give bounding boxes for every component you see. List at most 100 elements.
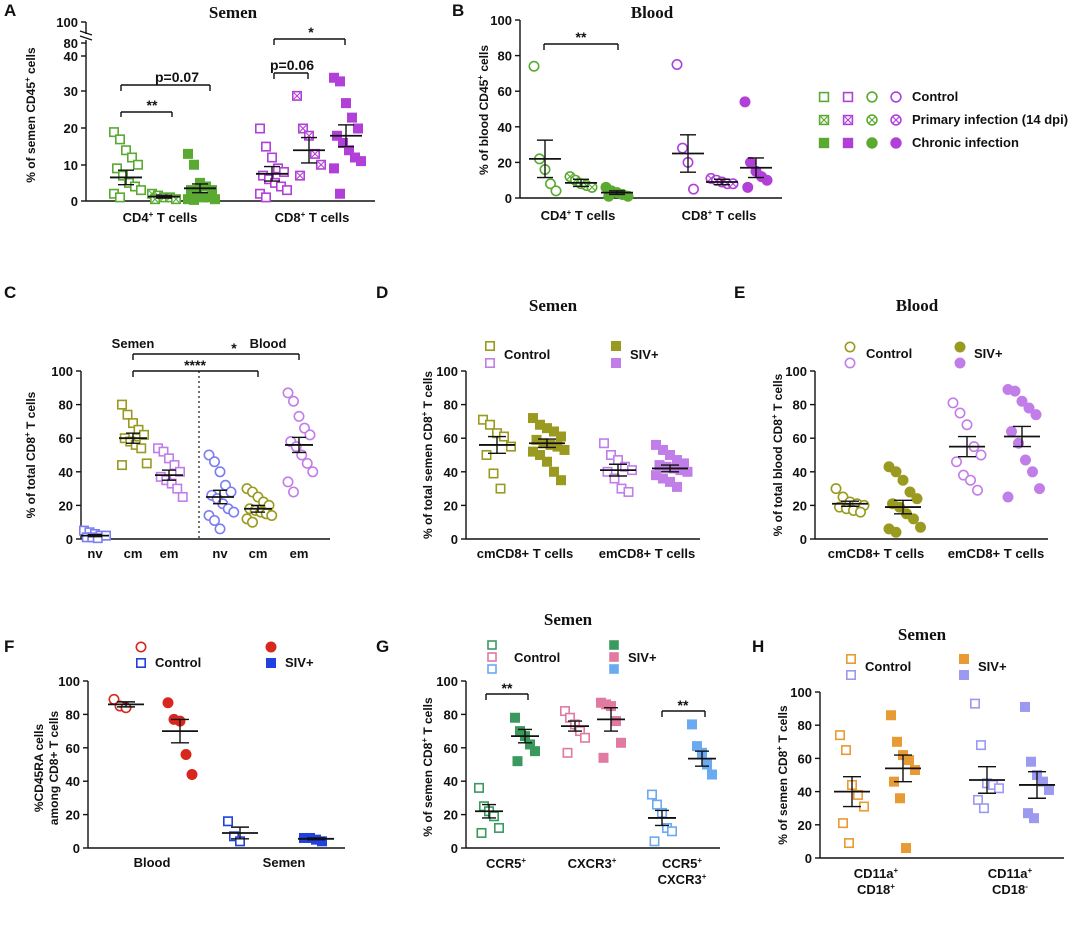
data-point — [346, 112, 357, 123]
legend-ab-primary: Primary infection (14 dpi) — [912, 112, 1068, 127]
data-point — [209, 456, 221, 468]
data-point — [487, 652, 497, 662]
data-point — [260, 141, 271, 152]
data-point — [136, 185, 147, 196]
y-tick-label: 60 — [66, 741, 80, 756]
point-marker — [487, 664, 497, 674]
point-hatch — [588, 183, 596, 191]
y-tick-label: 20 — [798, 818, 812, 833]
data-point — [293, 410, 305, 422]
point-marker — [487, 640, 497, 650]
data-point — [544, 178, 556, 190]
data-point — [304, 429, 316, 441]
data-point — [971, 484, 983, 496]
panel-d-legend-siv: SIV+ — [630, 347, 659, 362]
point-marker — [180, 748, 192, 760]
panel-f: F %CD45RA cellsamong CD8+ T cells 0 20 40 6… — [4, 637, 345, 870]
mean-sem-bar — [529, 139, 561, 179]
y-tick-label: 100 — [490, 13, 512, 28]
panel-e-ylabel: % of total blood CD8+ T cells — [770, 373, 785, 536]
data-point — [650, 439, 661, 450]
y-tick-label: 60 — [59, 431, 73, 446]
data-point — [177, 491, 188, 502]
mean-sem-bar — [561, 720, 589, 732]
data-point — [117, 460, 128, 471]
data-point — [122, 409, 133, 420]
data-point — [316, 836, 327, 847]
point-marker — [112, 163, 123, 174]
mean-sem-bar — [479, 435, 515, 455]
panel-e-plot — [830, 383, 1046, 538]
y-tick-label: 100 — [51, 364, 73, 379]
panel-g-ylabel: % of semen CD8+ T cells — [420, 697, 435, 837]
data-point — [818, 137, 830, 149]
point-marker — [488, 468, 499, 479]
point-marker — [265, 641, 277, 653]
data-point — [1012, 437, 1024, 449]
point-marker — [133, 424, 144, 435]
point-marker — [900, 843, 911, 854]
data-point — [172, 483, 183, 494]
data-point — [842, 114, 854, 126]
point-marker — [954, 341, 966, 353]
point-marker — [623, 486, 634, 497]
point-marker — [555, 475, 566, 486]
point-marker — [739, 96, 751, 108]
data-point — [958, 653, 969, 664]
point-marker — [742, 181, 754, 193]
point-marker — [223, 816, 234, 827]
data-point — [844, 341, 856, 353]
data-point — [686, 719, 697, 730]
legend-ab-chronic: Chronic infection — [912, 135, 1019, 150]
point-marker — [136, 657, 147, 668]
panel-e-letter: E — [734, 283, 745, 302]
data-point — [136, 657, 147, 668]
point-marker — [843, 838, 854, 849]
data-point — [664, 476, 675, 487]
data-point — [509, 712, 520, 723]
data-point — [189, 194, 200, 205]
point-marker — [505, 441, 516, 452]
data-point — [954, 341, 966, 353]
data-point — [890, 91, 902, 103]
x-category-label: nv — [87, 546, 103, 561]
data-point — [1019, 454, 1031, 466]
point-marker — [701, 759, 712, 770]
data-point — [484, 357, 495, 368]
point-marker — [287, 486, 299, 498]
mean-sem-bar — [119, 432, 147, 444]
panel-a-ytick: 30 — [64, 84, 78, 99]
data-point — [602, 466, 613, 477]
x-category-label: nv — [212, 546, 228, 561]
point-marker — [550, 185, 562, 197]
data-point — [958, 669, 969, 680]
data-point — [842, 91, 854, 103]
data-point — [842, 137, 854, 149]
mean-sem-bar — [293, 136, 325, 164]
point-hatch — [844, 116, 852, 124]
data-point — [701, 759, 712, 770]
point-marker — [615, 737, 626, 748]
data-point — [223, 816, 234, 827]
panel-h-letter: H — [752, 637, 764, 656]
y-tick-label: 80 — [66, 707, 80, 722]
point-marker — [115, 134, 126, 145]
data-point — [586, 181, 598, 193]
y-tick-label: 0 — [800, 532, 807, 547]
point-marker — [649, 836, 660, 847]
data-point — [975, 740, 986, 751]
point-marker — [293, 410, 305, 422]
point-marker — [744, 156, 756, 168]
data-point — [610, 357, 621, 368]
data-point — [706, 769, 717, 780]
legend-ab-control: Control — [912, 89, 958, 104]
panel-a-ytick: 80 — [64, 36, 78, 51]
panel-d-xlabel: emCD8+ T cells — [599, 546, 695, 561]
panel-g-legend-control: Control — [514, 650, 560, 665]
data-point — [903, 755, 914, 766]
panel-b-plot — [528, 58, 773, 202]
panel-c-section-semen: Semen — [112, 336, 155, 351]
data-point — [550, 185, 562, 197]
data-point — [890, 137, 902, 149]
data-point — [579, 732, 590, 743]
